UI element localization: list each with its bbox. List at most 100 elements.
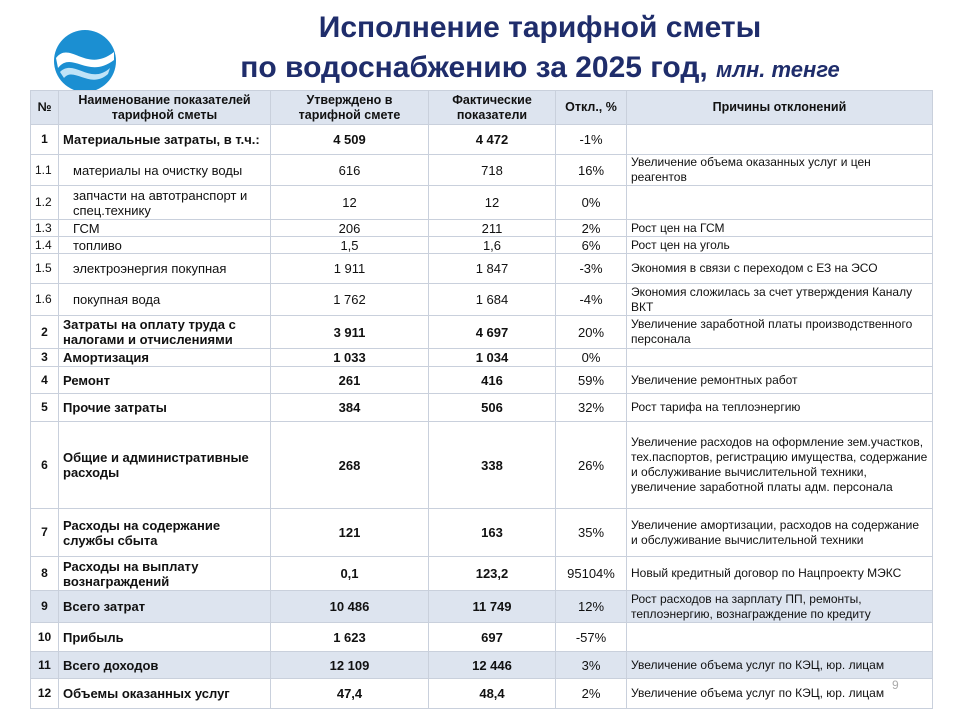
table-cell: Материальные затраты, в т.ч.: <box>58 124 271 155</box>
table-cell: 26% <box>555 421 627 509</box>
table-cell: 1.2 <box>30 185 59 220</box>
table-cell: 6% <box>555 236 627 254</box>
table-cell: Рост тарифа на теплоэнергию <box>626 393 933 422</box>
table-row: 1.3 ГСМ 206 211 2% Рост цен на ГСМ <box>30 219 933 237</box>
table-cell: Экономия в связи с переходом с ЕЗ на ЭСО <box>626 253 933 284</box>
table-cell: 718 <box>428 154 556 186</box>
table-row: 9 Всего затрат 10 486 11 749 12% Рост расходо… <box>30 590 933 623</box>
table-cell: 20% <box>555 315 627 349</box>
table-cell: 384 <box>270 393 429 422</box>
table-cell: Увеличение ремонтных работ <box>626 366 933 394</box>
table-cell: 6 <box>30 421 59 509</box>
title-line: Исполнение тарифной сметы <box>318 11 762 44</box>
column-header: Откл., % <box>555 90 627 125</box>
page-number: 9 <box>892 678 899 692</box>
table-cell: 0,1 <box>270 556 429 591</box>
table-cell: 1.1 <box>30 154 59 186</box>
table-cell: Увеличение объема услуг по КЭЦ, юр. лица… <box>626 651 933 679</box>
table-row: 7 Расходы на содержание службы сбыта 121 16… <box>30 508 933 557</box>
table-cell: Общие и административные расходы <box>58 421 271 509</box>
table-cell: 0% <box>555 185 627 220</box>
table-cell: Расходы на содержание службы сбыта <box>58 508 271 557</box>
table-cell: 1 847 <box>428 253 556 284</box>
table-cell: 211 <box>428 219 556 237</box>
table-cell: Всего затрат <box>58 590 271 623</box>
table-cell: Рост цен на уголь <box>626 236 933 254</box>
table-cell: Рост расходов на зарплату ПП, ремонты, т… <box>626 590 933 623</box>
table-cell: 3% <box>555 651 627 679</box>
table-cell: 1 034 <box>428 348 556 367</box>
table-cell: 10 <box>30 622 59 652</box>
table-cell: 12 <box>428 185 556 220</box>
table-cell: топливо <box>58 236 271 254</box>
table-cell: 4 509 <box>270 124 429 155</box>
title-line: по водоснабжению за 2025 год, млн. тенге <box>160 48 920 90</box>
table-cell: 8 <box>30 556 59 591</box>
table-cell: Увеличение объема оказанных услуг и цен … <box>626 154 933 186</box>
table-row: 10 Прибыль 1 623 697 -57% <box>30 622 933 652</box>
table-cell: Всего доходов <box>58 651 271 679</box>
table-cell: 12 109 <box>270 651 429 679</box>
table-row: 5 Прочие затраты 384 506 32% Рост тарифа на т… <box>30 393 933 422</box>
table-cell: 268 <box>270 421 429 509</box>
table-row: 1.1 материалы на очистку воды 616 718 16% Уве… <box>30 154 933 186</box>
table-row: 1.6 покупная вода 1 762 1 684 -4% Экономия сл… <box>30 283 933 316</box>
table-cell: 121 <box>270 508 429 557</box>
table-row: 6 Общие и административные расходы 268 338 2… <box>30 421 933 509</box>
table-cell: 3 911 <box>270 315 429 349</box>
table-cell: 1.6 <box>30 283 59 316</box>
table-cell: 206 <box>270 219 429 237</box>
table-cell: 16% <box>555 154 627 186</box>
table-cell <box>626 124 933 155</box>
table-cell: Увеличение объема услуг по КЭЦ, юр. лица… <box>626 678 933 709</box>
table-row: 11 Всего доходов 12 109 12 446 3% Увеличение … <box>30 651 933 679</box>
table-cell: -57% <box>555 622 627 652</box>
column-header: Причины отклонений <box>626 90 933 125</box>
table-cell: 1 033 <box>270 348 429 367</box>
table-cell: ГСМ <box>58 219 271 237</box>
table-cell: 1 <box>30 124 59 155</box>
column-header: Утверждено в тарифной смете <box>270 90 429 125</box>
table-cell: 35% <box>555 508 627 557</box>
header-row: № Наименование показателей тарифной сметы… <box>30 90 933 125</box>
table-cell <box>626 348 933 367</box>
table-cell: 95104% <box>555 556 627 591</box>
table-cell: 4 697 <box>428 315 556 349</box>
table-cell: 1 911 <box>270 253 429 284</box>
table-cell: 1.4 <box>30 236 59 254</box>
table-cell: 261 <box>270 366 429 394</box>
table-cell: 1 623 <box>270 622 429 652</box>
budget-table: № Наименование показателей тарифной сметы… <box>30 90 933 709</box>
table-row: 1.2 запчасти на автотранспорт и спец.техн… <box>30 185 933 220</box>
table-cell: Объемы оказанных услуг <box>58 678 271 709</box>
table-cell: 1.5 <box>30 253 59 284</box>
table-cell: 12 <box>270 185 429 220</box>
column-header: № <box>30 90 59 125</box>
table-cell: 48,4 <box>428 678 556 709</box>
table-cell: материалы на очистку воды <box>58 154 271 186</box>
table-cell: 1.3 <box>30 219 59 237</box>
table-cell: 3 <box>30 348 59 367</box>
table-cell: Увеличение расходов на оформление зем.уч… <box>626 421 933 509</box>
table-cell: -1% <box>555 124 627 155</box>
table-cell: 416 <box>428 366 556 394</box>
table-cell: 1 684 <box>428 283 556 316</box>
table-cell: покупная вода <box>58 283 271 316</box>
table-row: 2 Затраты на оплату труда с налогами и от… <box>30 315 933 349</box>
units: млн. тенге <box>716 57 840 82</box>
table-cell: Прибыль <box>58 622 271 652</box>
table-cell: запчасти на автотранспорт и спец.технику <box>58 185 271 220</box>
column-header: Наименование показателей тарифной сметы <box>58 90 271 125</box>
table-cell: 616 <box>270 154 429 186</box>
table-cell: 59% <box>555 366 627 394</box>
table-row: 8 Расходы на выплату вознаграждений 0,1 123… <box>30 556 933 591</box>
table-cell: Прочие затраты <box>58 393 271 422</box>
table-cell <box>626 622 933 652</box>
table-cell: Экономия сложилась за счет утверждения К… <box>626 283 933 316</box>
table-cell: 12% <box>555 590 627 623</box>
table-cell: 47,4 <box>270 678 429 709</box>
table-cell: 32% <box>555 393 627 422</box>
table-row: 3 Амортизация 1 033 1 034 0% <box>30 348 933 367</box>
table-cell: 5 <box>30 393 59 422</box>
